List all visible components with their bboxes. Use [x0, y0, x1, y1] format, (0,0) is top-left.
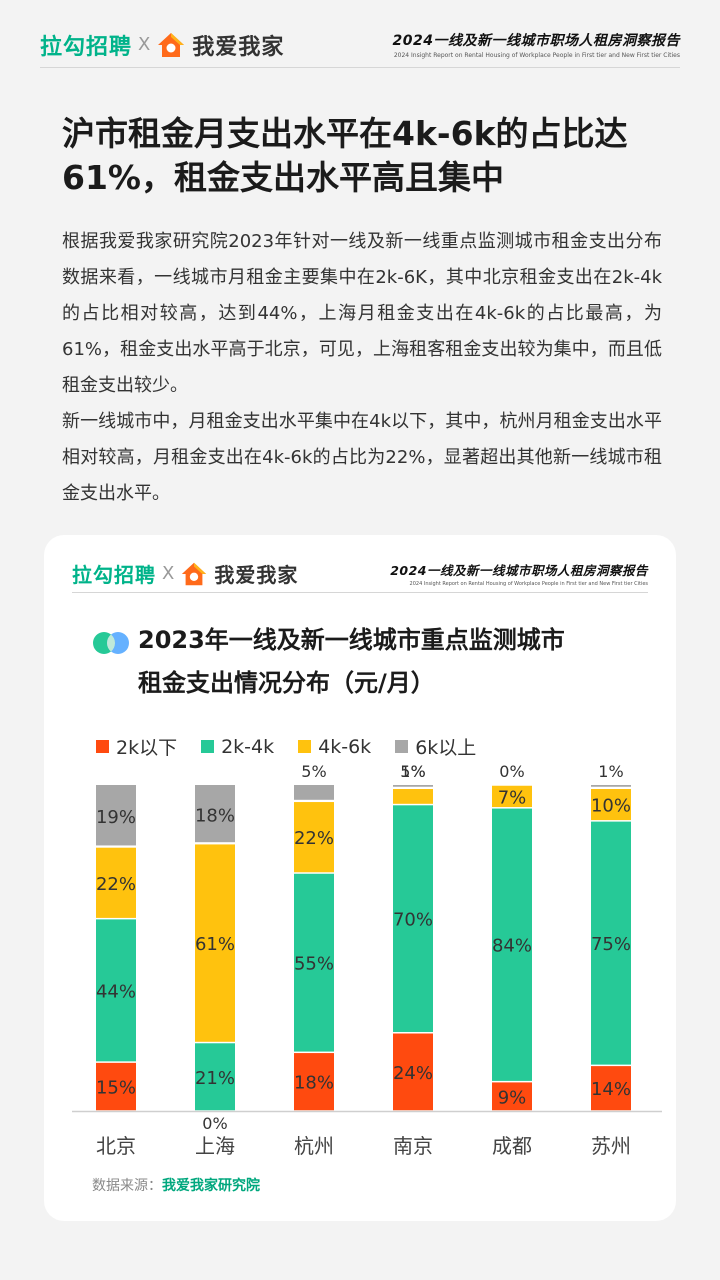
chart-title-line-2: 租金支出情况分布（元/月）	[138, 669, 435, 697]
legend-swatch	[395, 740, 409, 753]
card-report-title: 2024一线及新一线城市职场人租房洞察报告	[390, 563, 648, 578]
bar-segment	[195, 785, 235, 843]
legend-item: 2k-4k	[201, 736, 274, 758]
data-label: 9%	[498, 1087, 527, 1108]
legend-swatch	[96, 740, 109, 753]
body-paragraph-1: 根据我爱我家研究院2023年针对一线及新一线重点监测城市租金支出分布数据来看，一…	[62, 231, 662, 396]
data-label: 0%	[499, 762, 524, 781]
data-source-name: 我爱我家研究院	[162, 1178, 260, 1194]
card-brand-logos: 拉勾招聘 X 我爱我家	[72, 559, 298, 588]
legend-label: 6k以上	[415, 737, 477, 759]
bar-segment	[591, 821, 631, 1065]
bar-segment	[96, 847, 136, 918]
house-logo-icon	[158, 32, 185, 57]
legend-label: 4k-6k	[318, 735, 372, 758]
bar-segment	[393, 789, 433, 804]
data-label: 0%	[202, 1114, 227, 1133]
chart-title-block: 2023年一线及新一线城市重点监测城市 租金支出情况分布（元/月）	[92, 619, 652, 705]
bar-segment	[195, 1043, 235, 1111]
chart-title: 2023年一线及新一线城市重点监测城市 租金支出情况分布（元/月）	[138, 619, 652, 705]
page-header: 拉勾招聘 X 我爱我家 2024一线及新一线城市职场人租房洞察报告 2024 I…	[40, 22, 680, 68]
category-label: 南京	[393, 1134, 433, 1158]
category-label: 成都	[492, 1134, 532, 1158]
bar-segment	[591, 785, 631, 787]
data-label: 10%	[591, 796, 631, 817]
bar-segment	[393, 785, 433, 787]
card-brand-separator: X	[162, 563, 175, 584]
bar-segment	[591, 1066, 631, 1111]
bar-segment	[294, 1053, 334, 1111]
chart-title-line-1: 2023年一线及新一线城市重点监测城市	[138, 626, 565, 654]
wawj-logo: 我爱我家	[192, 34, 285, 60]
bar-segment	[492, 785, 532, 808]
legend-item: 4k-6k	[298, 736, 371, 758]
bar-segment	[393, 1033, 433, 1111]
data-source: 数据来源：我爱我家研究院	[92, 1175, 260, 1195]
data-label: 22%	[294, 828, 334, 849]
legend-label: 2k-4k	[221, 735, 275, 758]
bar-segment	[195, 844, 235, 1042]
category-label: 苏州	[591, 1134, 631, 1158]
bar-segment	[96, 785, 136, 846]
legend-label: 2k以下	[116, 737, 178, 759]
category-label: 杭州	[294, 1134, 334, 1158]
stacked-bar-chart: 15%44%22%19%北京21%61%18%0%上海18%55%22%5%杭州…	[72, 762, 662, 1158]
data-label: 21%	[195, 1068, 235, 1089]
legend-item: 2k以下	[96, 733, 177, 760]
legend-swatch	[201, 740, 215, 753]
card-report-subtitle: 2024 Insight Report on Rental Housing of…	[409, 581, 648, 587]
card-header: 拉勾招聘 X 我爱我家 2024一线及新一线城市职场人租房洞察报告 2024 I…	[72, 555, 648, 593]
legend-item: 6k以上	[395, 733, 476, 760]
report-title: 2024一线及新一线城市职场人租房洞察报告	[392, 33, 680, 49]
data-label: 5%	[400, 762, 425, 781]
data-label: 14%	[591, 1079, 631, 1100]
bar-segment	[96, 919, 136, 1062]
data-label: 19%	[96, 807, 136, 828]
report-subtitle: 2024 Insight Report on Rental Housing of…	[393, 52, 680, 59]
body-text: 根据我爱我家研究院2023年针对一线及新一线重点监测城市租金支出分布数据来看，一…	[62, 224, 662, 512]
chart-legend: 2k以下 2k-4k 4k-6k 6k以上	[96, 733, 500, 760]
data-label: 18%	[294, 1073, 334, 1094]
bar-segment	[96, 1062, 136, 1111]
report-title-block: 2024一线及新一线城市职场人租房洞察报告 2024 Insight Repor…	[393, 30, 680, 59]
data-label: 7%	[498, 787, 527, 808]
data-label: 15%	[96, 1078, 136, 1099]
bar-segment	[492, 1082, 532, 1111]
bar-segment	[294, 802, 334, 873]
lagou-logo: 拉勾招聘	[40, 34, 133, 60]
data-label: 70%	[393, 910, 433, 931]
card-report-title-block: 2024一线及新一线城市职场人租房洞察报告 2024 Insight Repor…	[390, 560, 648, 587]
data-label: 75%	[591, 934, 631, 955]
bar-segment	[492, 808, 532, 1081]
data-label: 1%	[400, 762, 425, 781]
data-label: 1%	[598, 762, 623, 781]
bar-segment	[591, 789, 631, 821]
card-house-logo-icon	[182, 562, 207, 585]
title-decoration-icon	[93, 632, 129, 654]
page-headline: 沪市租金月支出水平在4k-6k的占比达61%，租金支出水平高且集中	[62, 114, 628, 197]
brand-separator: X	[138, 34, 151, 55]
category-label: 北京	[96, 1134, 136, 1158]
data-label: 44%	[96, 981, 136, 1002]
data-label: 18%	[195, 805, 235, 826]
bar-segment	[294, 873, 334, 1052]
data-source-label: 数据来源：	[92, 1178, 162, 1194]
category-label: 上海	[195, 1134, 235, 1158]
data-label: 61%	[195, 934, 235, 955]
legend-swatch	[298, 740, 312, 753]
chart-card: 拉勾招聘 X 我爱我家 2024一线及新一线城市职场人租房洞察报告 2024 I…	[44, 535, 676, 1221]
data-label: 24%	[393, 1063, 433, 1084]
card-lagou-logo: 拉勾招聘	[72, 563, 156, 587]
brand-logos: 拉勾招聘 X 我爱我家	[40, 29, 284, 61]
data-label: 22%	[96, 874, 136, 895]
bar-segment	[393, 805, 433, 1033]
data-label: 5%	[301, 762, 326, 781]
body-paragraph-2: 新一线城市中，月租金支出水平集中在4k以下，其中，杭州月租金支出水平相对较高，月…	[62, 411, 662, 504]
bar-segment	[294, 785, 334, 800]
data-label: 84%	[492, 936, 532, 957]
card-wawj-logo: 我爱我家	[214, 563, 299, 587]
data-label: 55%	[294, 954, 334, 975]
